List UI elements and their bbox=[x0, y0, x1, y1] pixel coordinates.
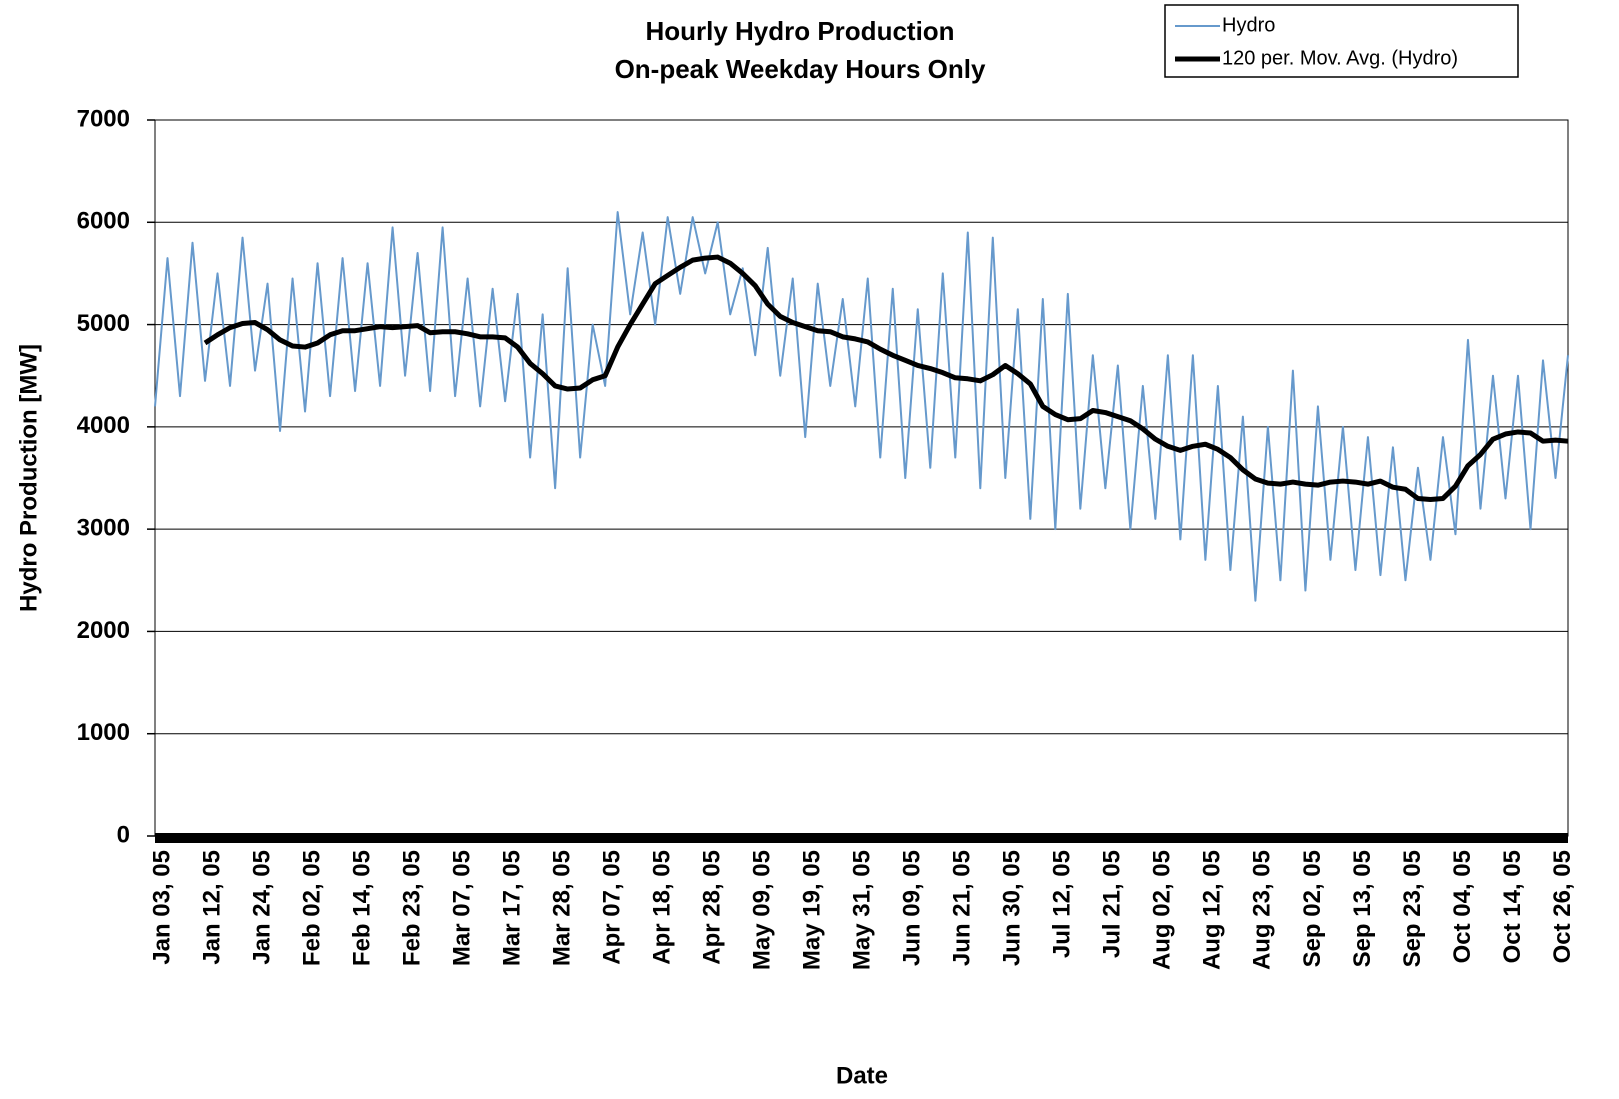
x-tick-label: Sep 02, 05 bbox=[1299, 850, 1326, 967]
x-tick-label: Jul 12, 05 bbox=[1049, 850, 1076, 958]
y-tick-label: 0 bbox=[117, 821, 130, 848]
x-tick-label: Feb 14, 05 bbox=[348, 850, 375, 966]
x-axis bbox=[155, 833, 1568, 843]
x-axis-label: Date bbox=[836, 1062, 888, 1089]
x-tick-label: Apr 28, 05 bbox=[699, 850, 726, 965]
legend-box bbox=[1164, 4, 1519, 78]
x-tick-label: Apr 07, 05 bbox=[599, 850, 626, 965]
y-axis-label: Hydro Production [MW] bbox=[15, 344, 42, 612]
y-tick-label: 5000 bbox=[77, 310, 130, 337]
y-tick-label: 1000 bbox=[77, 719, 130, 746]
x-tick-label: May 19, 05 bbox=[799, 850, 826, 970]
chart-title: Hourly Hydro Production bbox=[645, 16, 954, 46]
x-tick-label: Jun 30, 05 bbox=[999, 850, 1026, 966]
plot bbox=[154, 211, 1569, 602]
y-tick-label: 6000 bbox=[77, 208, 130, 235]
x-tick-label: Apr 18, 05 bbox=[649, 850, 676, 965]
y-tick-label: 7000 bbox=[77, 105, 130, 132]
x-tick-label: Oct 04, 05 bbox=[1449, 850, 1476, 963]
x-tick-label: Mar 28, 05 bbox=[548, 850, 575, 966]
x-tick-label: Sep 23, 05 bbox=[1399, 850, 1426, 967]
x-tick-label: Feb 02, 05 bbox=[298, 850, 325, 966]
legend-label: 120 per. Mov. Avg. (Hydro) bbox=[1222, 47, 1458, 69]
x-tick-label: Mar 17, 05 bbox=[498, 850, 525, 966]
x-tick-label: Jan 24, 05 bbox=[248, 850, 275, 965]
x-tick-label: Oct 14, 05 bbox=[1499, 850, 1526, 963]
plot-area bbox=[154, 119, 1569, 837]
x-tick-label: Jun 21, 05 bbox=[949, 850, 976, 966]
legend: Hydro 120 per. Mov. Avg. (Hydro) bbox=[1164, 4, 1519, 78]
grid: 0 1000 2000 3000 4000 5000 6000 7000 Jan 03, 05 J… bbox=[77, 105, 1576, 970]
x-tick-label: Mar 07, 05 bbox=[448, 850, 475, 966]
x-tick-label: Feb 23, 05 bbox=[398, 850, 425, 966]
y-tick-label: 4000 bbox=[77, 412, 130, 439]
x-tick-label: Aug 23, 05 bbox=[1249, 850, 1276, 970]
x-tick-label: Jul 21, 05 bbox=[1099, 850, 1126, 958]
x-tick-label: Jan 03, 05 bbox=[148, 850, 175, 965]
x-tick-label: May 09, 05 bbox=[749, 850, 776, 970]
x-tick-label: Sep 13, 05 bbox=[1349, 850, 1376, 967]
y-tick-label: 3000 bbox=[77, 514, 130, 541]
chart-subtitle: On-peak Weekday Hours Only bbox=[615, 54, 986, 84]
x-tick-label: Aug 12, 05 bbox=[1199, 850, 1226, 970]
x-tick-label: Oct 26, 05 bbox=[1549, 850, 1576, 963]
x-tick-label: Jan 12, 05 bbox=[198, 850, 225, 965]
legend-label: Hydro bbox=[1222, 14, 1275, 36]
x-tick-label: May 31, 05 bbox=[849, 850, 876, 970]
x-tick-label: Aug 02, 05 bbox=[1149, 850, 1176, 970]
y-tick-label: 2000 bbox=[77, 617, 130, 644]
series-line bbox=[154, 211, 1569, 602]
series-line bbox=[203, 254, 1569, 502]
x-tick-label: Jun 09, 05 bbox=[899, 850, 926, 966]
